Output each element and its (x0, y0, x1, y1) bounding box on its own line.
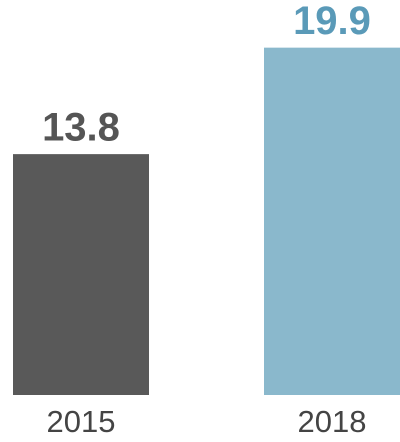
bar (264, 47, 400, 396)
data-label: 13.8 (42, 106, 120, 150)
x-tick-label: 2015 (47, 404, 116, 439)
x-tick-label: 2018 (298, 404, 367, 439)
data-label: 19.9 (293, 0, 371, 43)
bar (13, 154, 149, 395)
